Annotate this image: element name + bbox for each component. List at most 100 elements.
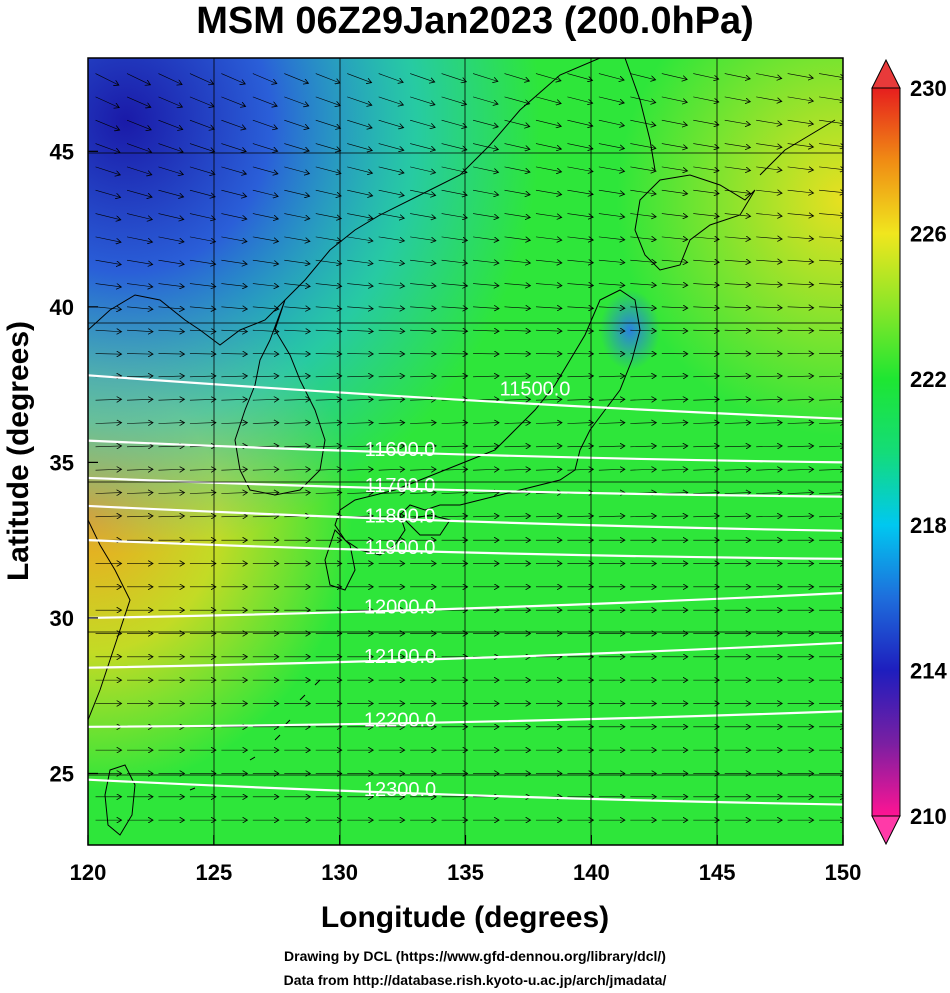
wind-vector <box>756 423 782 424</box>
wind-vector <box>126 143 151 153</box>
wind-vector <box>347 189 372 196</box>
wind-vector <box>378 469 405 470</box>
wind-vector <box>693 330 719 331</box>
wind-vector <box>315 166 341 174</box>
wind-vector <box>787 446 814 447</box>
x-axis: 120 125 130 135 140 145 150 <box>70 835 861 885</box>
wind-vector <box>598 119 624 126</box>
wind-vector <box>787 399 814 400</box>
wind-vector <box>567 166 593 172</box>
wind-vector <box>661 469 688 470</box>
wind-vector <box>724 516 751 517</box>
wind-vector <box>189 469 216 470</box>
wind-vector <box>787 284 814 285</box>
wind-vector <box>378 376 405 377</box>
contour-label: 12100.0 <box>364 646 436 668</box>
wind-vector <box>221 307 247 309</box>
x-tick-label: 125 <box>195 860 232 885</box>
wind-vector <box>221 423 247 424</box>
wind-vector <box>693 469 719 470</box>
x-axis-label: Longitude (degrees) <box>321 901 609 934</box>
wind-vector <box>347 446 373 447</box>
wind-vector <box>598 307 625 308</box>
wind-vector <box>787 214 814 216</box>
wind-vector <box>819 446 843 447</box>
wind-vector <box>787 330 814 331</box>
chart-title: MSM 06Z29Jan2023 (200.0hPa) <box>196 0 754 42</box>
wind-vector <box>378 166 404 173</box>
wind-vector <box>126 96 151 107</box>
wind-vector <box>756 284 782 285</box>
wind-vector <box>472 143 498 150</box>
wind-vector <box>284 143 309 152</box>
wind-vector <box>410 236 436 241</box>
wind-vector <box>473 260 499 263</box>
wind-vector <box>315 259 342 264</box>
wind-vector <box>661 399 688 400</box>
wind-vector <box>95 330 122 332</box>
wind-vector <box>347 96 372 105</box>
colorbar-tick-label: 210 <box>910 804 947 829</box>
wind-vector <box>410 399 436 400</box>
wind-vector <box>158 73 182 85</box>
contour-label: 12300.0 <box>364 779 436 801</box>
wind-vector <box>630 166 656 171</box>
wind-vector <box>535 376 562 377</box>
wind-vector <box>252 189 278 196</box>
wind-vector <box>535 516 562 517</box>
wind-vector <box>189 189 215 197</box>
wind-vector <box>347 493 373 494</box>
wind-vector <box>787 190 814 193</box>
wind-vector <box>158 189 183 197</box>
wind-vector <box>598 284 625 286</box>
wind-vector <box>284 166 309 174</box>
wind-vector <box>473 284 499 286</box>
wind-vector <box>693 284 719 286</box>
wind-vector <box>252 376 279 377</box>
wind-vector <box>347 469 373 470</box>
wind-vector <box>473 469 499 470</box>
wind-vector <box>598 446 625 447</box>
wind-vector <box>787 469 814 470</box>
wind-vector <box>347 284 373 287</box>
wind-vector <box>378 423 405 424</box>
wind-vector <box>693 189 719 193</box>
wind-vector <box>95 166 121 175</box>
wind-vector <box>567 376 593 377</box>
wind-vector <box>284 376 310 377</box>
wind-vector <box>567 307 593 308</box>
wind-vector <box>693 516 719 517</box>
wind-vector <box>724 423 751 424</box>
wind-vector <box>284 236 310 241</box>
wind-vector <box>661 189 688 194</box>
wind-vector <box>95 73 119 86</box>
colorbar-tick-label: 222 <box>910 367 947 392</box>
wind-vector <box>189 307 216 309</box>
wind-vector <box>504 73 530 82</box>
wind-vector <box>473 376 499 377</box>
y-tick-label: 25 <box>50 761 74 786</box>
wind-vector <box>535 260 562 263</box>
wind-vector <box>284 330 310 331</box>
wind-vector <box>724 446 751 447</box>
wind-vector <box>441 493 468 494</box>
wind-vector <box>126 166 152 175</box>
wind-vector <box>378 399 405 400</box>
wind-vector <box>95 96 120 108</box>
wind-vector <box>126 399 153 400</box>
wind-vector <box>787 96 814 101</box>
wind-vector <box>410 376 436 377</box>
wind-vector <box>661 423 688 424</box>
wind-vector <box>819 190 843 193</box>
wind-vector <box>189 354 216 355</box>
wind-vector <box>221 189 246 196</box>
wind-vector <box>693 493 719 494</box>
wind-vector <box>441 96 467 105</box>
wind-vector <box>158 469 184 470</box>
wind-vector <box>819 260 843 262</box>
y-tick-label: 40 <box>50 295 74 320</box>
wind-vector <box>787 167 814 170</box>
colorbar-tick-label: 214 <box>910 658 947 683</box>
wind-vector <box>126 446 153 447</box>
wind-vector <box>95 189 121 197</box>
